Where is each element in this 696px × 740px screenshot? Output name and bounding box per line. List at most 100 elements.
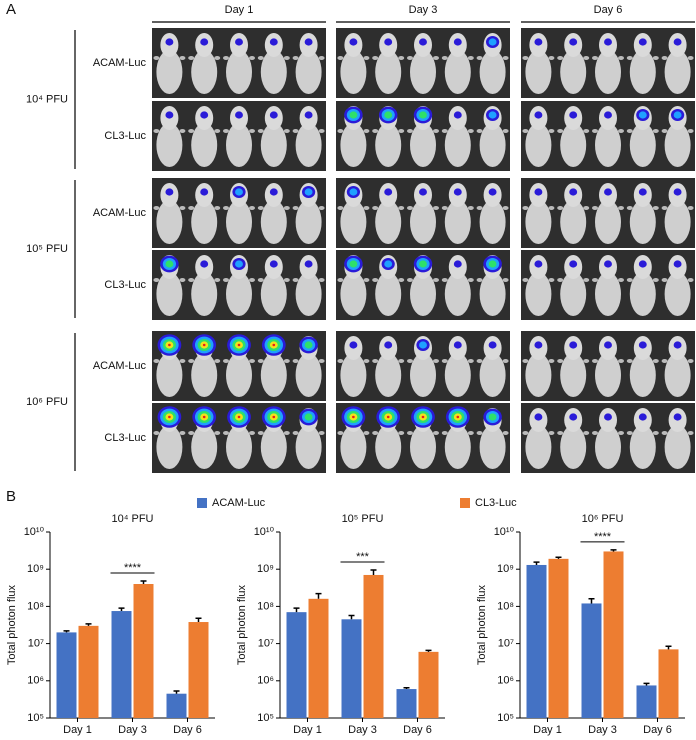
mouse-body [260, 123, 287, 167]
mouse-paw [618, 359, 624, 363]
signal-spot [349, 38, 358, 46]
bar [636, 685, 657, 718]
mouse-body [375, 50, 402, 94]
mouse-paw [652, 431, 659, 435]
mouse-paw [476, 431, 483, 435]
x-tick-label: Day 1 [63, 724, 92, 736]
mouse-paw [257, 129, 264, 133]
signal-spot [349, 341, 358, 349]
mouse-paw [214, 56, 221, 60]
mouse-paw [153, 278, 160, 282]
mouse-body [375, 353, 402, 397]
mouse-body [191, 200, 218, 244]
mouse-paw [372, 206, 379, 210]
mouse-paw [153, 359, 160, 363]
mouse-body [525, 200, 552, 244]
signal-spot [200, 188, 209, 196]
signal-spot [200, 111, 209, 119]
mouse-paw [661, 278, 668, 282]
mouse-paw [188, 56, 195, 60]
mouse-body [156, 200, 183, 244]
signal-spot [534, 260, 543, 268]
mouse-paw [548, 129, 555, 133]
y-tick-label: 10⁵ [257, 712, 274, 724]
mouse-paw [583, 359, 590, 363]
signal-spot [269, 38, 278, 46]
bar [308, 598, 329, 718]
row-label: CL3-Luc [104, 432, 146, 444]
mouse-body [226, 425, 252, 469]
mouse-paw [337, 359, 344, 363]
bar [363, 574, 384, 718]
mouse-paw [433, 206, 439, 210]
mouse-paw [433, 431, 439, 435]
signal-spot [453, 341, 462, 349]
mouse-body [295, 353, 322, 397]
mouse-paw [661, 431, 668, 435]
mouse-paw [188, 278, 195, 282]
y-tick-label: 10⁶ [27, 675, 44, 687]
mouse-paw [548, 431, 555, 435]
mouse-paw [363, 56, 370, 60]
error-bar [425, 649, 432, 652]
mouse-body [629, 353, 656, 397]
signal-spot [235, 111, 243, 119]
signal-spot [202, 415, 206, 419]
mouse-body [560, 353, 587, 397]
mouse-paw [292, 56, 299, 60]
mouse-paw [318, 278, 325, 282]
mouse-paw [626, 56, 633, 60]
mouse-body [340, 50, 367, 94]
bar [111, 611, 132, 718]
signal-spot [304, 260, 313, 268]
mouse-paw [283, 56, 290, 60]
error-bar [118, 607, 125, 612]
signal-spot [200, 260, 209, 268]
mouse-paw [398, 431, 405, 435]
mouse-paw [223, 206, 229, 210]
mouse-paw [548, 359, 555, 363]
signal-spot [638, 260, 647, 268]
signal-spot [235, 260, 243, 268]
mouse-body [226, 353, 252, 397]
mouse-body [595, 200, 621, 244]
signal-spot [534, 341, 543, 349]
bar [286, 612, 307, 718]
signal-spot [200, 38, 209, 46]
mouse-body [340, 425, 367, 469]
signal-spot [638, 111, 647, 119]
mouse-paw [249, 129, 255, 133]
error-bar [173, 690, 180, 694]
y-tick-label: 10⁵ [27, 712, 44, 724]
signal-spot [269, 188, 278, 196]
mouse-paw [592, 129, 598, 133]
signal-spot [165, 188, 174, 196]
mouse-paw [318, 359, 325, 363]
mouse-paw [583, 206, 590, 210]
signal-spot [604, 111, 612, 119]
mouse-body [664, 353, 691, 397]
mouse-paw [433, 129, 439, 133]
x-tick-label: Day 6 [173, 724, 202, 736]
mouse-paw [337, 56, 344, 60]
signal-spot [488, 38, 497, 46]
mouse-paw [652, 278, 659, 282]
mouse-body [444, 200, 471, 244]
chart-title: 10⁴ PFU [111, 513, 153, 525]
mouse-body [156, 50, 183, 94]
mouse-body [479, 50, 506, 94]
mouse-body [479, 353, 506, 397]
mouse-body [375, 123, 402, 167]
significance-label: *** [356, 551, 370, 563]
y-tick-label: 10⁷ [258, 638, 274, 650]
mouse-paw [467, 359, 474, 363]
mouse-paw [223, 278, 229, 282]
mouse-body [375, 200, 402, 244]
mouse-paw [223, 129, 229, 133]
chart-title: 10⁶ PFU [582, 513, 624, 525]
mouse-body [595, 272, 621, 316]
signal-spot [384, 38, 393, 46]
mouse-body [444, 123, 471, 167]
mouse-paw [661, 206, 668, 210]
mouse-paw [476, 278, 483, 282]
